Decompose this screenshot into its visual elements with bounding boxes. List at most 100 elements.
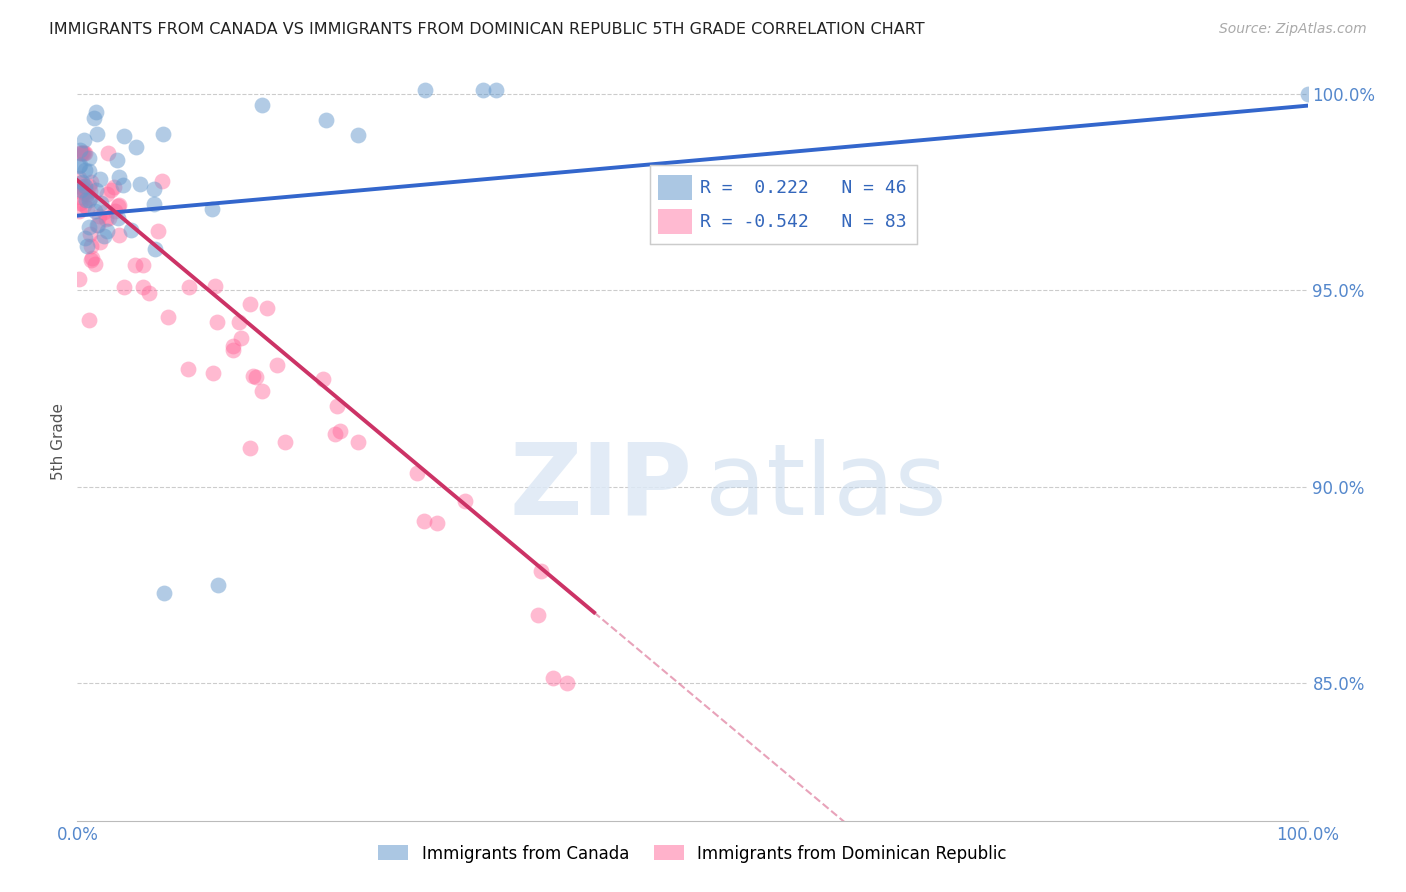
Point (273, 434, 295, 449)
Point (124, 140, 146, 154)
Point (323, 426, 346, 441)
Point (108, 198, 131, 212)
Point (143, 242, 166, 256)
Point (69, 158, 91, 172)
Point (77, 179, 100, 194)
Point (148, 224, 170, 238)
Point (426, 516, 449, 530)
Point (103, 180, 125, 194)
Bar (658, 175, 693, 200)
Point (70, 145, 93, 160)
Legend: Immigrants from Canada, Immigrants from Dominican Republic: Immigrants from Canada, Immigrants from … (371, 838, 1014, 869)
Point (105, 153, 128, 167)
Point (104, 204, 127, 219)
Point (73, 231, 96, 245)
Point (89, 235, 111, 249)
Point (73, 162, 96, 177)
Point (77, 164, 100, 178)
Point (112, 178, 135, 192)
Point (77, 152, 100, 166)
Point (84, 203, 107, 218)
Point (73, 198, 96, 212)
Point (75, 145, 97, 160)
Point (250, 97, 273, 112)
Point (228, 315, 250, 329)
Point (202, 366, 225, 380)
Point (231, 331, 253, 345)
Point (86, 218, 108, 232)
Point (152, 128, 174, 142)
Point (70, 145, 93, 160)
Y-axis label: 5th Grade: 5th Grade (51, 403, 66, 480)
Point (112, 128, 135, 143)
Point (80, 175, 103, 189)
Text: Source: ZipAtlas.com: Source: ZipAtlas.com (1219, 22, 1367, 37)
Point (315, 112, 337, 127)
Point (70, 183, 93, 197)
Point (541, 671, 564, 685)
Point (69, 176, 91, 190)
Point (204, 278, 226, 293)
Point (312, 372, 335, 386)
Point (89, 171, 111, 186)
Point (96, 187, 118, 202)
Point (72, 181, 94, 195)
Point (69, 145, 91, 160)
Point (72, 145, 94, 160)
Point (69, 195, 91, 210)
Point (454, 494, 477, 508)
Point (239, 441, 262, 455)
Point (79, 191, 101, 205)
Point (329, 424, 352, 438)
Point (76, 239, 98, 253)
Point (75, 185, 97, 199)
Point (530, 564, 553, 578)
Point (222, 338, 245, 352)
Point (157, 310, 180, 324)
Point (138, 285, 160, 300)
Point (67, 272, 90, 286)
Point (93, 205, 115, 219)
Point (205, 315, 228, 329)
Point (94, 212, 117, 227)
Text: atlas: atlas (704, 439, 946, 535)
Point (84, 105, 107, 120)
Point (73, 145, 96, 160)
Point (97, 145, 120, 160)
Point (143, 181, 166, 195)
Point (266, 358, 288, 372)
Point (93, 229, 115, 244)
Point (79, 184, 101, 198)
Point (84, 183, 107, 197)
Point (75, 186, 97, 200)
Point (67, 171, 90, 186)
Point (86, 127, 108, 141)
Point (557, 676, 579, 690)
Point (107, 211, 129, 225)
Point (112, 280, 135, 294)
Point (72, 175, 94, 189)
Point (485, 83, 508, 97)
Point (79, 252, 101, 267)
Point (472, 83, 495, 97)
Point (79, 227, 101, 242)
Point (346, 128, 368, 142)
Text: R =  0.222   N = 46: R = 0.222 N = 46 (700, 178, 907, 196)
Point (177, 362, 200, 376)
Point (70, 190, 93, 204)
Text: ZIP: ZIP (509, 439, 693, 535)
Point (67, 184, 90, 198)
Point (96, 224, 118, 238)
Point (150, 174, 173, 188)
Point (124, 258, 146, 272)
Point (177, 279, 200, 293)
Point (75, 179, 97, 194)
Point (72, 178, 94, 193)
Point (245, 370, 267, 384)
Point (129, 177, 152, 191)
Point (77, 313, 100, 327)
Point (75, 193, 97, 207)
Point (242, 369, 264, 384)
Point (201, 202, 224, 216)
Point (120, 223, 142, 237)
